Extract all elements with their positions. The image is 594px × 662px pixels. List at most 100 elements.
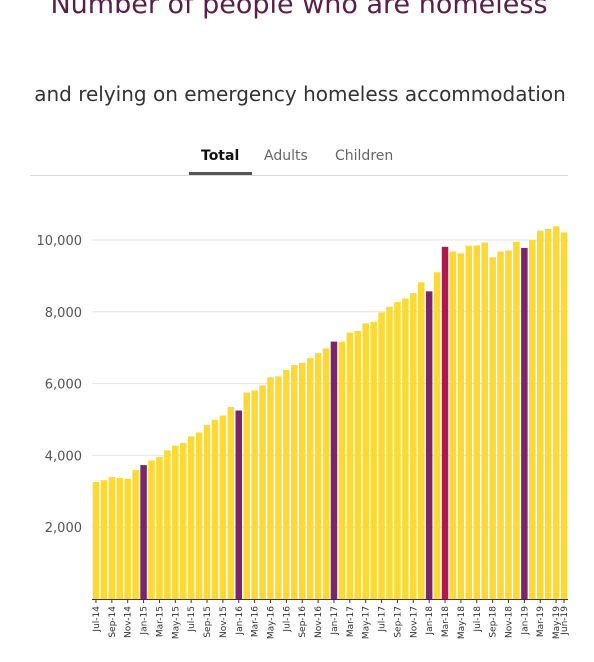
x-tick-label: Jul-14 [92, 606, 102, 633]
bar-nov-17[interactable] [410, 293, 417, 599]
x-tick-label: Jul-15 [187, 606, 197, 633]
bar-dec-15[interactable] [227, 406, 235, 599]
bar-jan-15[interactable] [140, 465, 147, 599]
bar-dec-18[interactable] [513, 241, 520, 600]
x-tick-label: Jan-18 [425, 606, 435, 636]
bar-apr-15[interactable] [164, 450, 171, 599]
tab-adults[interactable]: Adults [264, 148, 308, 164]
bar-sep-17[interactable] [394, 302, 401, 599]
bar-jul-16[interactable] [283, 369, 290, 599]
bar-jul-15[interactable] [187, 436, 195, 599]
x-tick-label: Mar-19 [536, 606, 546, 637]
bar-jul-14[interactable] [92, 481, 100, 599]
chart-title: Number of people who are homeless [50, 0, 548, 20]
bar-apr-18[interactable] [449, 251, 457, 600]
y-tick-label: 10,000 [37, 234, 83, 249]
bar-sep-16[interactable] [298, 362, 306, 599]
bar-jun-18[interactable] [465, 245, 473, 600]
x-tick-label: Jul-16 [282, 606, 292, 633]
y-tick-label: 4,000 [45, 449, 82, 464]
x-tick-label: Sep-18 [489, 606, 499, 638]
bar-nov-14[interactable] [124, 478, 131, 600]
x-tick-label: May-17 [362, 606, 372, 639]
x-tick-label: May-18 [457, 606, 467, 639]
tab-bar: Total Adults Children [0, 147, 594, 177]
bar-oct-18[interactable] [497, 251, 504, 600]
x-tick-label: Jan-17 [330, 606, 340, 636]
bar-jun-16[interactable] [275, 376, 282, 599]
bar-mar-17[interactable] [346, 332, 354, 599]
bar-jun-19[interactable] [560, 232, 568, 599]
x-tick-label: Nov-14 [124, 606, 134, 638]
x-tick-label: Nov-15 [219, 606, 229, 638]
bar-nov-18[interactable] [505, 250, 512, 599]
bar-jun-17[interactable] [370, 321, 377, 599]
bar-dec-16[interactable] [322, 348, 330, 599]
bar-jan-17[interactable] [330, 341, 338, 599]
bar-mar-16[interactable] [251, 390, 258, 599]
bar-feb-18[interactable] [433, 272, 441, 599]
bar-may-15[interactable] [172, 445, 179, 599]
x-tick-label: Sep-15 [203, 606, 213, 638]
x-tick-label: May-15 [171, 606, 181, 639]
x-tick-label: May-16 [267, 606, 277, 639]
bar-apr-16[interactable] [259, 385, 266, 599]
tab-children[interactable]: Children [335, 148, 394, 164]
bar-feb-16[interactable] [243, 392, 250, 599]
bar-oct-15[interactable] [211, 419, 219, 599]
tabs-divider [30, 175, 568, 176]
x-tick-label: Mar-17 [346, 606, 356, 637]
x-tick-label: Sep-17 [393, 606, 403, 638]
bar-sep-15[interactable] [203, 424, 211, 599]
bar-apr-19[interactable] [544, 228, 552, 599]
bar-mar-15[interactable] [156, 456, 163, 599]
chart-subtitle: and relying on emergency homeless accomm… [34, 82, 566, 106]
bar-jan-16[interactable] [235, 410, 243, 599]
bar-oct-14[interactable] [116, 478, 124, 599]
x-tick-label: Jul-18 [473, 606, 483, 633]
bar-jan-18[interactable] [425, 291, 433, 599]
bar-aug-14[interactable] [100, 480, 108, 599]
bar-dec-14[interactable] [132, 470, 139, 599]
bar-jun-15[interactable] [179, 442, 187, 599]
bar-mar-19[interactable] [536, 230, 544, 600]
bar-oct-17[interactable] [402, 298, 409, 599]
x-tick-label: Mar-18 [441, 606, 451, 637]
bar-jul-17[interactable] [378, 312, 385, 599]
x-tick-label: May-19 [552, 606, 562, 639]
bar-sep-14[interactable] [108, 476, 116, 599]
bar-oct-16[interactable] [306, 358, 314, 599]
x-tick-label: Nov-16 [314, 606, 324, 638]
bar-feb-15[interactable] [148, 460, 155, 599]
bar-jul-18[interactable] [473, 245, 481, 599]
bar-feb-17[interactable] [338, 341, 346, 599]
bar-may-19[interactable] [552, 226, 560, 600]
bar-nov-15[interactable] [219, 415, 227, 599]
x-tick-label: Nov-17 [409, 606, 419, 638]
bar-nov-16[interactable] [314, 353, 322, 599]
bar-sep-18[interactable] [489, 257, 496, 599]
x-tick-label: Jan-19 [520, 606, 530, 636]
bar-may-16[interactable] [267, 377, 274, 599]
active-tab-indicator [189, 172, 252, 175]
bar-aug-16[interactable] [291, 364, 298, 599]
y-tick-label: 6,000 [45, 378, 82, 393]
bar-aug-18[interactable] [481, 242, 488, 599]
bar-dec-17[interactable] [417, 282, 425, 599]
x-tick-label: Jul-17 [378, 606, 388, 633]
bar-feb-19[interactable] [529, 240, 536, 599]
bar-may-17[interactable] [362, 323, 369, 599]
x-tick-label: Sep-16 [298, 606, 308, 638]
bar-aug-15[interactable] [195, 432, 203, 599]
bar-apr-17[interactable] [354, 330, 362, 599]
bar-may-18[interactable] [457, 253, 465, 599]
bar-aug-17[interactable] [386, 306, 393, 599]
x-tick-label: Mar-15 [155, 606, 165, 637]
y-tick-label: 8,000 [45, 306, 82, 321]
tab-total[interactable]: Total [201, 148, 240, 164]
bar-jan-19[interactable] [521, 247, 528, 599]
y-tick-label: 2,000 [45, 521, 82, 536]
bar-mar-18[interactable] [441, 246, 449, 599]
x-tick-label: Mar-16 [251, 606, 261, 637]
